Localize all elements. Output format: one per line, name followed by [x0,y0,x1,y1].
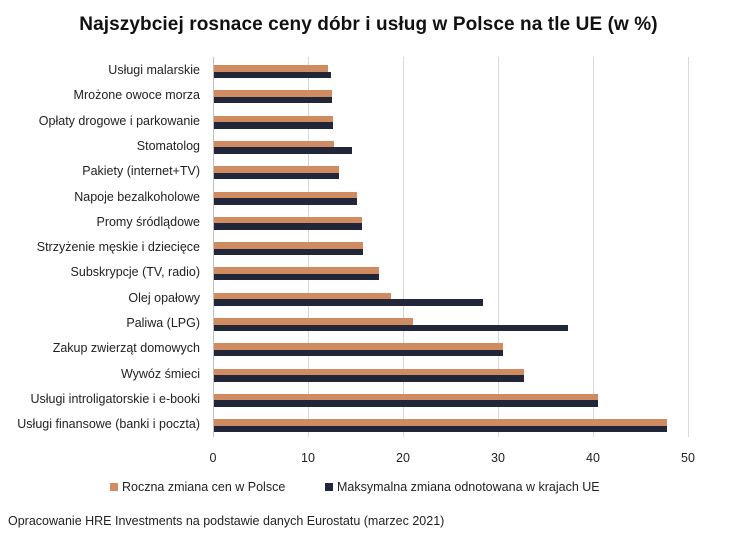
bar-eu-max [214,96,332,104]
bar-eu-max [214,375,524,382]
bar-poland [214,191,358,198]
bar-eu-max [214,147,352,154]
bar-eu-max [214,223,363,230]
category-label: Subskrypcje (TV, radio) [70,265,200,280]
bar-eu-max [214,248,364,256]
bar-eu-max [214,122,333,129]
legend-label: Maksymalna zmiana odnotowana w krajach U… [337,480,600,494]
bar-eu-max [214,172,340,180]
gridline [498,57,499,437]
bar-poland [214,140,334,148]
bar-poland [214,343,503,350]
category-label: Zakup zwierząt domowych [52,341,200,356]
x-tick-label: 10 [301,451,315,465]
y-axis-line [213,57,214,437]
bar-eu-max [214,349,503,357]
category-label: Mrożone owoce morza [73,88,200,103]
gridline [403,57,404,437]
legend-swatch-navy-icon [325,483,333,491]
bar-poland [214,65,328,72]
x-tick-label: 0 [209,451,217,465]
bar-poland [214,166,340,173]
source-note: Opracowanie HRE Investments na podstawie… [8,514,445,528]
bar-eu-max [214,71,331,78]
x-tick-label: 40 [586,451,600,465]
bar-poland [214,393,598,401]
bar-poland [214,242,364,249]
category-label: Stomatolog [136,138,200,153]
bar-poland [214,267,380,274]
bar-poland [214,115,333,123]
category-label: Opłaty drogowe i parkowanie [38,113,200,128]
category-label: Wywóz śmieci [120,366,200,381]
legend-item-eu-max: Maksymalna zmiana odnotowana w krajach U… [325,480,600,494]
gridline [688,57,689,437]
category-label: Usługi finansowe (banki i poczta) [17,417,200,432]
category-label: Strzyżenie męskie i dziecięce [36,240,200,255]
bar-eu-max [214,400,598,407]
category-label: Olej opałowy [128,290,200,305]
bar-poland [214,318,413,325]
bar-poland [214,419,668,426]
bar-poland [214,90,332,97]
bar-eu-max [214,198,358,205]
legend-item-poland: Roczna zmiana cen w Polsce [110,480,285,494]
legend-swatch-orange-icon [110,483,118,491]
bar-eu-max [214,324,569,331]
x-tick-label: 30 [491,451,505,465]
category-label: Usługi malarskie [108,63,200,77]
category-label: Pakiety (internet+TV) [82,164,200,179]
chart-title: Najszybciej rosnace ceny dóbr i usług w … [79,14,658,35]
x-tick-label: 50 [681,451,695,465]
category-label: Promy śródlądowe [96,214,200,229]
gridline [593,57,594,437]
bar-eu-max [214,299,483,306]
category-label: Paliwa (LPG) [126,316,200,330]
bar-eu-max [214,273,380,281]
legend-label: Roczna zmiana cen w Polsce [122,480,286,494]
category-label: Napoje bezalkoholowe [74,189,200,204]
bar-poland [214,216,363,224]
plot-area [213,57,703,437]
bar-poland [214,368,524,376]
bar-poland [214,292,391,300]
bar-eu-max [214,425,668,433]
x-tick-label: 20 [396,451,410,465]
category-label: Usługi introligatorskie i e-booki [30,391,200,406]
